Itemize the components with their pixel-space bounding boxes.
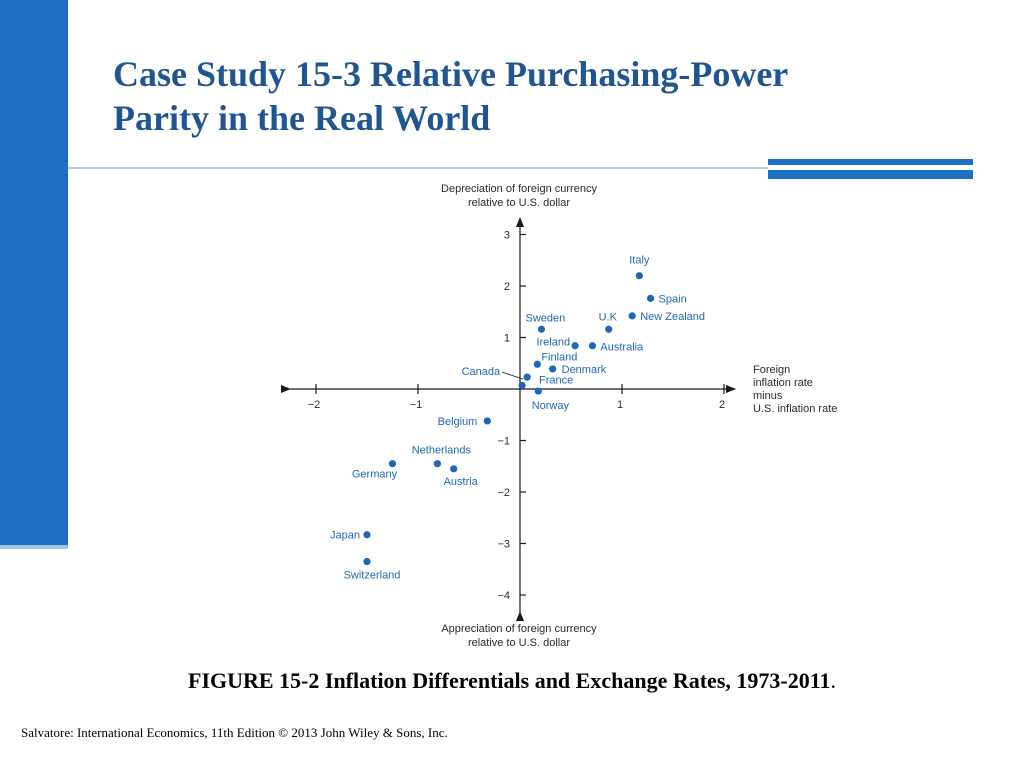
data-point (483, 417, 491, 425)
data-point (571, 342, 579, 350)
data-point-label: Finland (541, 351, 577, 363)
data-point-label: Switzerland (344, 570, 401, 582)
y-tick-label: 3 (504, 230, 510, 242)
title-rule-accent-thin (768, 159, 973, 165)
y-tick-label: 1 (504, 333, 510, 345)
slide-title: Case Study 15-3 Relative Purchasing-Powe… (113, 52, 973, 140)
data-point (549, 365, 557, 373)
y-tick-label: 2 (504, 281, 510, 293)
data-point (628, 312, 636, 320)
slide-title-line-1: Case Study 15-3 Relative Purchasing-Powe… (113, 54, 789, 94)
data-point (388, 460, 397, 468)
data-point-label: Australia (600, 342, 644, 354)
y-tick-label: −1 (497, 436, 510, 448)
data-point-label: U.K (599, 311, 618, 323)
accent-bar-left-edge (0, 545, 68, 549)
x-axis-ticks: −2 −1 1 2 (308, 384, 725, 411)
x-axis-label-line-3: minus (753, 390, 783, 402)
data-point (533, 360, 541, 368)
data-point-label: Canada (462, 366, 501, 378)
data-point-label: New Zealand (640, 311, 705, 323)
data-point-label: Netherlands (412, 445, 472, 457)
y-tick-label: −3 (497, 539, 510, 551)
data-point (433, 460, 441, 468)
data-point-label: Austria (444, 476, 479, 488)
x-axis-label-line-2: inflation rate (753, 377, 813, 389)
data-point (363, 557, 371, 566)
slide-title-line-2: Parity in the Real World (113, 98, 491, 138)
data-point-label: Norway (532, 400, 570, 412)
data-point (588, 342, 597, 350)
data-point (518, 381, 526, 389)
data-point-label: Sweden (526, 312, 566, 324)
data-point (534, 387, 542, 395)
data-point (450, 465, 458, 473)
y-axis-label-bottom-line-2: relative to U.S. dollar (468, 637, 570, 649)
canada-leader-line (502, 371, 524, 380)
data-points: Italy Spain New Zealand U.K Sweden Ireland Aus… (330, 255, 705, 582)
data-point (523, 373, 531, 381)
data-point-label: Italy (629, 255, 650, 267)
data-point-label: Spain (659, 293, 687, 305)
x-tick-label: −2 (308, 399, 321, 411)
y-tick-label: −2 (497, 487, 510, 499)
data-point-label: Denmark (562, 364, 607, 376)
data-point-label: Japan (330, 530, 360, 542)
footer-citation: Salvatore: International Economics, 11th… (21, 725, 448, 740)
title-rule-accent-thick (768, 170, 973, 179)
title-rule (68, 167, 768, 169)
y-axis-label-top-line-1: Depreciation of foreign currency (441, 183, 597, 195)
x-tick-label: 2 (719, 399, 725, 411)
y-tick-label: −4 (497, 590, 510, 602)
figure-caption-period: . (830, 668, 837, 693)
x-axis-label-line-4: U.S. inflation rate (753, 403, 837, 415)
x-tick-label: 1 (617, 399, 623, 411)
y-axis-label-bottom-line-1: Appreciation of foreign currency (441, 623, 597, 635)
data-point (537, 325, 546, 333)
data-point (363, 531, 371, 539)
data-point (605, 325, 613, 333)
figure-caption-text: FIGURE 15-2 Inflation Differentials and … (188, 668, 831, 693)
accent-bar-left (0, 0, 68, 545)
x-tick-label: −1 (410, 399, 423, 411)
data-point-label: Ireland (536, 337, 570, 349)
data-point (646, 294, 655, 302)
data-point (635, 272, 643, 280)
data-point-label: France (539, 374, 573, 386)
x-axis-label-line-1: Foreign (753, 364, 790, 376)
y-axis-ticks: 3 2 1 −1 −2 −3 −4 (497, 230, 526, 602)
y-axis-label-top-line-2: relative to U.S. dollar (468, 197, 570, 209)
data-point-label: Germany (352, 469, 398, 481)
data-point-label: Belgium (438, 416, 478, 428)
figure-caption: FIGURE 15-2 Inflation Differentials and … (0, 668, 1024, 694)
